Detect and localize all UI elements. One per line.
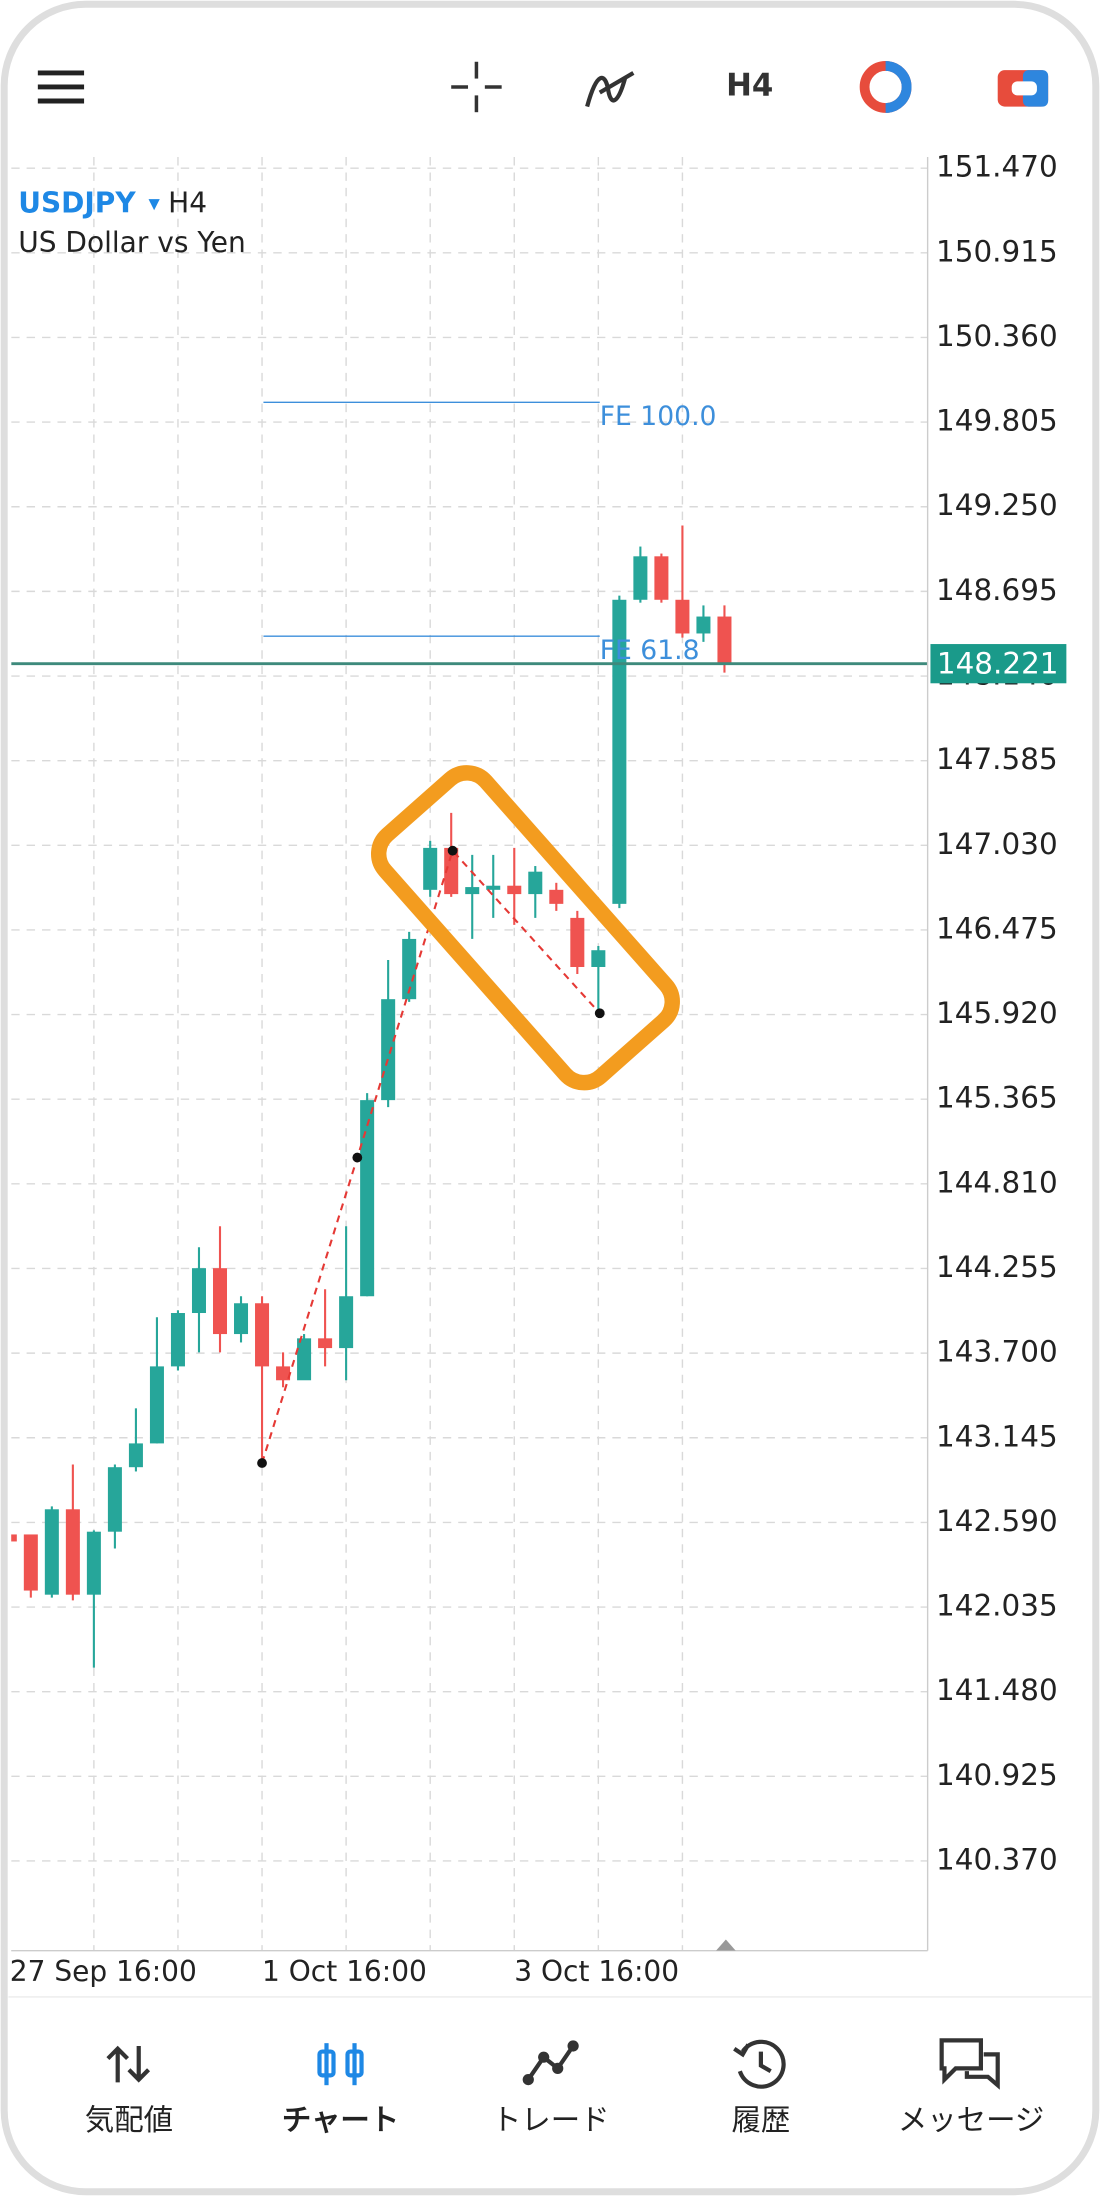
messages-icon [939, 2038, 1000, 2090]
y-tick-label: 145.920 [936, 996, 1058, 1030]
candle-body [570, 917, 585, 967]
y-tick-label: 140.370 [936, 1842, 1058, 1876]
candle-body [191, 1268, 206, 1314]
trade-button[interactable] [997, 70, 1049, 107]
candle-body [633, 556, 648, 600]
highlight-box [370, 765, 680, 1091]
y-tick-label: 142.035 [936, 1589, 1058, 1623]
nav-item-label[interactable]: 履歴 [731, 2103, 790, 2137]
y-tick-label: 144.255 [936, 1250, 1058, 1284]
y-tick-label: 146.475 [936, 911, 1058, 945]
candle-body [339, 1296, 354, 1349]
axes: 151.470 150.915 150.360 149.805 149.250 148.6… [10, 150, 1067, 1988]
current-price-label: 148.221 [937, 647, 1059, 681]
fibo-anchor-points [257, 845, 605, 1468]
nav-item-label[interactable]: メッセージ [898, 2103, 1044, 2137]
y-tick-label: 140.925 [936, 1758, 1058, 1792]
candle-body [549, 889, 564, 904]
candle-body [170, 1313, 185, 1367]
history-icon [733, 2039, 786, 2089]
candle-body [297, 1338, 312, 1381]
candle-body [402, 938, 417, 1000]
y-tick-label: 145.365 [936, 1081, 1058, 1115]
quotes-icon [106, 2045, 151, 2083]
y-tick-label: 142.590 [936, 1504, 1058, 1538]
candle-body [318, 1338, 333, 1349]
nav-item-label[interactable]: チャート [282, 2103, 399, 2137]
symbol-dropdown[interactable] [148, 199, 160, 211]
y-tick-label: 150.360 [936, 319, 1058, 353]
candle-body [612, 599, 627, 904]
candle-body [528, 871, 543, 895]
nav-item-label[interactable]: トレード [492, 2103, 610, 2137]
candle-body [44, 1509, 59, 1595]
candle-body [591, 950, 606, 967]
current-price-tag [930, 644, 1067, 684]
candle-body [128, 1443, 143, 1468]
x-tick-label: 3 Oct 16:00 [514, 1955, 679, 1988]
candle-body [11, 1534, 17, 1542]
candle-body [507, 885, 522, 895]
candle-body [65, 1509, 80, 1595]
candle-body [276, 1366, 291, 1381]
fibo-expansion-path [261, 848, 601, 1464]
candle-body [234, 1303, 249, 1335]
y-tick-label: 143.700 [936, 1335, 1058, 1369]
crosshair-button[interactable] [451, 61, 502, 113]
y-tick-label: 150.915 [936, 234, 1058, 268]
nav-item-label[interactable]: 気配値 [85, 2103, 173, 2137]
fibo-level-label: FE 61.8 [600, 635, 700, 666]
candle-body [212, 1268, 228, 1335]
y-tick-label: 148.695 [936, 573, 1058, 607]
candle-body [696, 616, 711, 634]
bottom-navigation: 気配値 チャート トレード 履歴 メッセージ [85, 2103, 1045, 2137]
y-tick-label: 147.585 [936, 742, 1058, 776]
candle-body [675, 599, 690, 634]
y-tick-label: 143.145 [936, 1419, 1058, 1453]
y-tick-label: 147.030 [936, 827, 1058, 861]
candle-body [654, 556, 669, 600]
chart-timeframe: H4 [168, 187, 207, 220]
candle-body [86, 1531, 101, 1595]
candle-body [717, 616, 732, 664]
y-tick-label: 151.470 [936, 150, 1058, 184]
fibo-level-label: FE 100.0 [600, 401, 717, 432]
candle-body [149, 1366, 164, 1444]
nav-icons [106, 2038, 1000, 2090]
candle-body [107, 1467, 122, 1532]
candle-body [23, 1534, 38, 1591]
menu-button[interactable] [37, 70, 85, 104]
candle-body [255, 1303, 270, 1367]
scroll-marker [716, 1939, 736, 1951]
candle-body [486, 885, 501, 890]
annotations: FE 100.0 FE 61.8 [257, 401, 736, 1951]
y-tick-label: 149.250 [936, 488, 1058, 522]
indicators-button[interactable] [585, 71, 635, 108]
y-tick-label: 141.480 [936, 1673, 1058, 1707]
candle-body [444, 847, 459, 895]
one-click-trading-button[interactable] [859, 61, 912, 113]
x-tick-label: 27 Sep 16:00 [10, 1955, 197, 1988]
x-tick-label: 1 Oct 16:00 [262, 1955, 427, 1988]
y-tick-label: 149.805 [936, 404, 1058, 438]
timeframe-button[interactable]: H4 [726, 67, 773, 103]
chart-header: USDJPY H4 US Dollar vs Yen [18, 187, 246, 259]
y-tick-label: 144.810 [936, 1165, 1058, 1199]
candle-body [465, 887, 480, 895]
toolbar: H4 [37, 61, 1049, 113]
symbol[interactable]: USDJPY [18, 187, 136, 220]
candle-body [381, 999, 396, 1101]
candle-body [360, 1100, 375, 1297]
trade-icon [522, 2040, 579, 2086]
plot-area [11, 157, 928, 1951]
chart-icon [317, 2043, 364, 2086]
symbol-description: US Dollar vs Yen [18, 226, 246, 259]
candle-body [423, 847, 438, 890]
